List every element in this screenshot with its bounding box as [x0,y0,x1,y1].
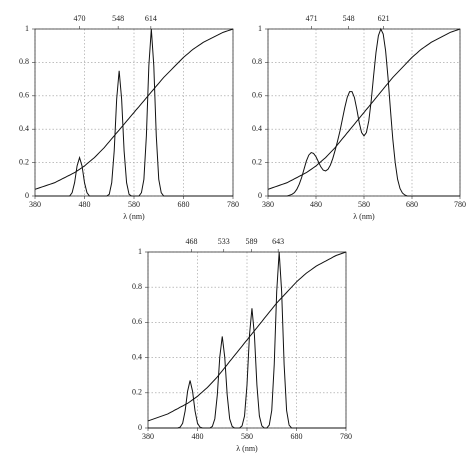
top-tick-label: 548 [112,14,124,23]
data-line [148,251,346,429]
top-tick-label: 471 [306,14,318,23]
y-tick-label: 0.8 [132,282,142,291]
y-tick-label: 0.6 [19,91,29,100]
data-line [35,28,233,197]
x-tick-label: 680 [406,200,418,209]
plot-frame [267,28,461,197]
y-tick-label: 0.6 [252,91,262,100]
x-tick-label: 480 [310,200,322,209]
top-tick-label: 589 [245,237,257,246]
plot-frame [147,251,347,429]
x-tick-label: 380 [29,200,41,209]
y-tick-label: 0.4 [252,124,262,133]
x-tick-label: 580 [358,200,370,209]
x-tick-label: 580 [241,432,253,441]
data-line [267,28,461,190]
y-tick-label: 1 [138,247,142,256]
y-tick-label: 0.2 [19,157,29,166]
y-tick-label: 0 [258,191,262,200]
top-tick-label: 621 [378,14,390,23]
x-axis-label: λ (nm) [123,212,145,221]
top-tick-label: 614 [145,14,157,23]
y-tick-label: 0.2 [132,388,142,397]
x-tick-label: 680 [291,432,303,441]
y-tick-label: 0 [25,191,29,200]
y-tick-label: 0.6 [132,317,142,326]
x-tick-label: 380 [262,200,274,209]
x-tick-label: 780 [340,432,352,441]
y-tick-label: 0.8 [19,57,29,66]
x-tick-label: 380 [142,432,154,441]
y-tick-label: 1 [258,24,262,33]
x-axis-label: λ (nm) [236,444,258,453]
x-tick-label: 480 [79,200,91,209]
y-tick-label: 0.8 [252,57,262,66]
data-line [268,27,460,197]
top-tick-label: 643 [272,237,284,246]
y-tick-label: 0.2 [252,157,262,166]
y-tick-label: 0 [138,423,142,432]
data-line [147,251,347,422]
top-tick-label: 468 [186,237,198,246]
y-tick-label: 0.4 [132,352,142,361]
x-tick-label: 480 [192,432,204,441]
y-tick-label: 0.4 [19,124,29,133]
x-axis-label: λ (nm) [353,212,375,221]
top-tick-label: 533 [218,237,230,246]
x-tick-label: 780 [227,200,239,209]
top-tick-label: 548 [343,14,355,23]
top-tick-label: 470 [74,14,86,23]
x-tick-label: 580 [128,200,140,209]
x-tick-label: 680 [178,200,190,209]
x-tick-label: 780 [454,200,466,209]
data-line [34,28,234,190]
y-tick-label: 1 [25,24,29,33]
